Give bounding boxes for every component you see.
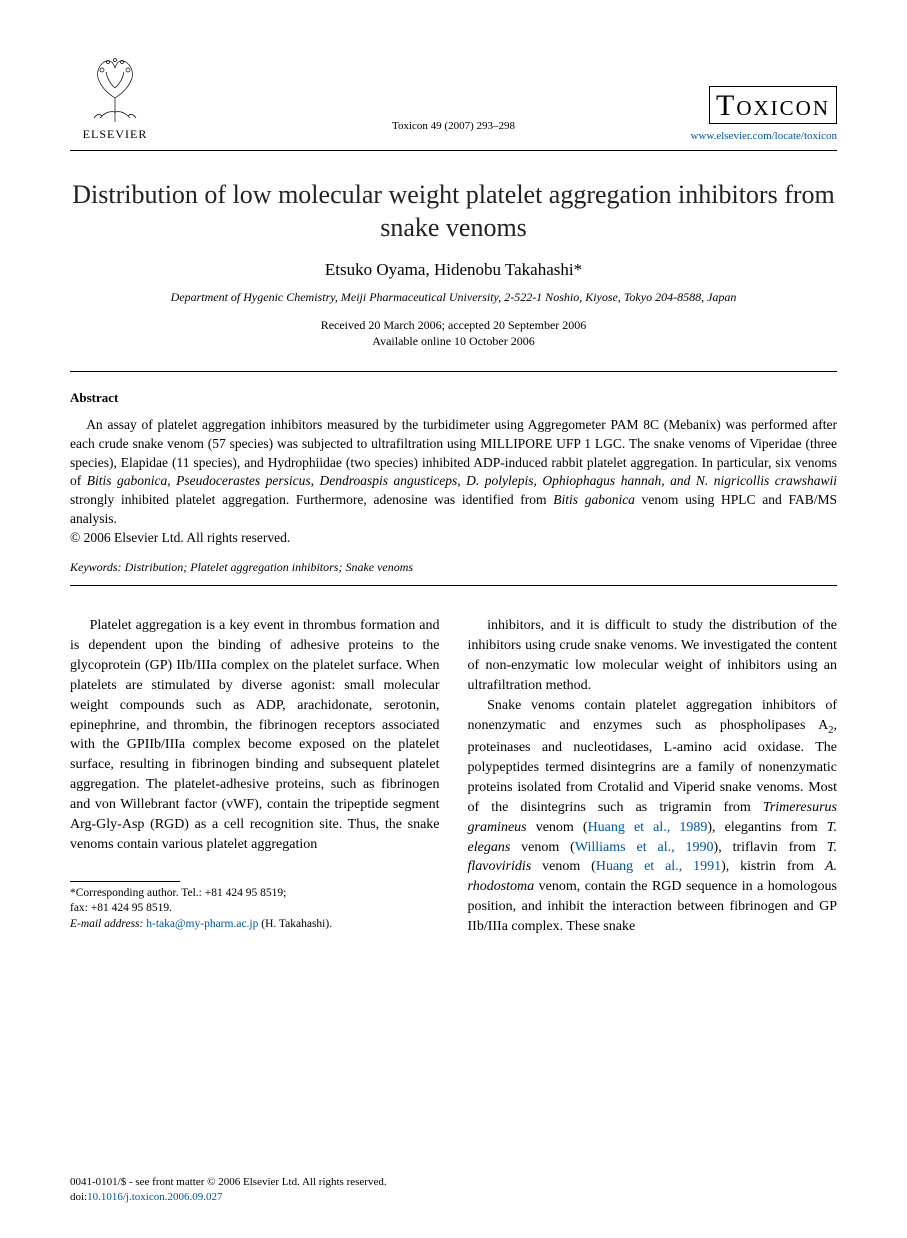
keywords-line: Keywords: Distribution; Platelet aggrega… [70,560,837,575]
abstract-text: An assay of platelet aggregation inhibit… [70,416,837,528]
available-date: Available online 10 October 2006 [70,333,837,349]
col2-p2: Snake venoms contain platelet aggregatio… [468,696,838,937]
header-row: ELSEVIER Toxicon 49 (2007) 293–298 Toxic… [70,50,837,142]
abstract-label: Abstract [70,390,837,406]
dates: Received 20 March 2006; accepted 20 Sept… [70,317,837,349]
doi-label: doi: [70,1191,87,1203]
footer-front-matter: 0041-0101/$ - see front matter © 2006 El… [70,1175,837,1189]
journal-link[interactable]: www.elsevier.com/locate/toxicon [690,130,837,142]
rule-below-abstract [70,585,837,586]
rule-top [70,150,837,151]
keywords-label: Keywords: [70,560,122,574]
elsevier-tree-icon [80,50,150,125]
journal-name: Toxicon [716,89,830,123]
journal-block: Toxicon www.elsevier.com/locate/toxicon [690,86,837,142]
footnote-fax: fax: +81 424 95 8519. [70,901,440,917]
affiliation: Department of Hygenic Chemistry, Meiji P… [70,290,837,305]
received-date: Received 20 March 2006; accepted 20 Sept… [70,317,837,333]
article-title: Distribution of low molecular weight pla… [70,179,837,244]
footer-block: 0041-0101/$ - see front matter © 2006 El… [70,1175,837,1204]
publisher-label: ELSEVIER [83,127,148,142]
footer-doi-line: doi:10.1016/j.toxicon.2006.09.027 [70,1190,837,1204]
journal-name-box: Toxicon [709,86,837,124]
footnote-rule [70,881,180,882]
email-tail: (H. Takahashi). [258,918,332,930]
publisher-block: ELSEVIER [70,50,160,142]
email-link[interactable]: h-taka@my-pharm.ac.jp [143,918,258,930]
email-label: E-mail address: [70,918,143,930]
footnote-corr: *Corresponding author. Tel.: +81 424 95 … [70,886,440,902]
footnote-block: *Corresponding author. Tel.: +81 424 95 … [70,886,440,933]
col2-p1: inhibitors, and it is difficult to study… [468,616,838,696]
doi-link[interactable]: 10.1016/j.toxicon.2006.09.027 [87,1191,222,1203]
abstract-body: An assay of platelet aggregation inhibit… [70,416,837,528]
column-left: Platelet aggregation is a key event in t… [70,616,440,937]
col1-p1: Platelet aggregation is a key event in t… [70,616,440,855]
citation: Toxicon 49 (2007) 293–298 [392,120,515,132]
rule-above-abstract [70,371,837,372]
body-columns: Platelet aggregation is a key event in t… [70,616,837,937]
footnote-email-line: E-mail address: h-taka@my-pharm.ac.jp (H… [70,917,440,933]
keywords-text: Distribution; Platelet aggregation inhib… [122,560,414,574]
authors: Etsuko Oyama, Hidenobu Takahashi* [70,260,837,280]
abstract-copyright: © 2006 Elsevier Ltd. All rights reserved… [70,530,837,546]
column-right: inhibitors, and it is difficult to study… [468,616,838,937]
